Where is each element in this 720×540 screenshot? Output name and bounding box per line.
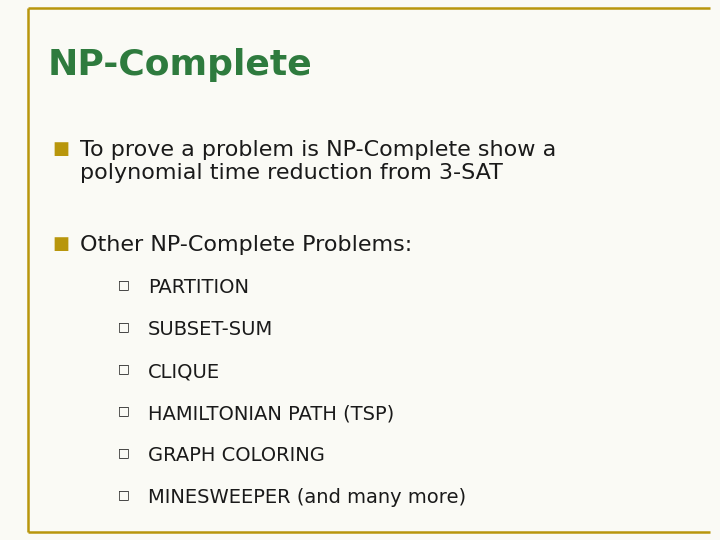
Text: MINESWEEPER (and many more): MINESWEEPER (and many more) [148,488,466,507]
Text: □: □ [118,446,130,459]
Text: HAMILTONIAN PATH (TSP): HAMILTONIAN PATH (TSP) [148,404,395,423]
Text: Other NP-Complete Problems:: Other NP-Complete Problems: [80,235,413,255]
Text: To prove a problem is NP-Complete show a: To prove a problem is NP-Complete show a [80,140,557,160]
Text: □: □ [118,278,130,291]
Text: ■: ■ [52,140,69,158]
Text: □: □ [118,404,130,417]
Text: PARTITION: PARTITION [148,278,249,297]
Text: polynomial time reduction from 3-SAT: polynomial time reduction from 3-SAT [80,163,503,183]
Text: □: □ [118,488,130,501]
Text: □: □ [118,320,130,333]
Text: ■: ■ [52,235,69,253]
Text: SUBSET-SUM: SUBSET-SUM [148,320,274,339]
Text: GRAPH COLORING: GRAPH COLORING [148,446,325,465]
Text: CLIQUE: CLIQUE [148,362,220,381]
Text: NP-Complete: NP-Complete [48,48,312,82]
Text: □: □ [118,362,130,375]
